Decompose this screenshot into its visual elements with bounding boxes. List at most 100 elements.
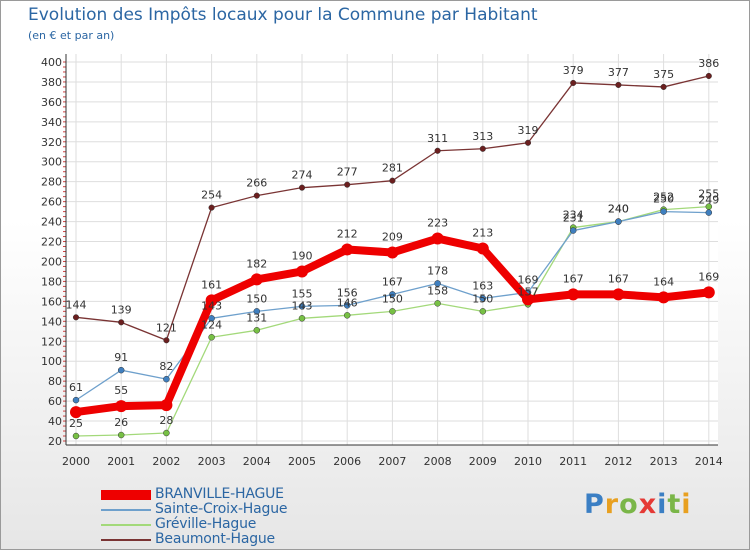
y-tick-label-400: 400 [41,56,62,69]
data-label-2-7: 150 [382,292,403,305]
data-label-1-1: 91 [114,351,128,364]
data-label-2-11: 234 [563,209,584,222]
data-point-3-13 [660,83,667,90]
data-point-3-6 [344,181,351,188]
data-label-1-9: 163 [472,279,493,292]
legend-swatch-branville [101,490,151,500]
data-point-1-1 [117,366,125,374]
data-label-3-12: 377 [608,66,629,79]
y-tick-label-180: 180 [41,275,62,288]
data-label-1-6: 156 [337,286,358,299]
y-tick-label-20: 20 [48,435,62,448]
data-label-0-14: 169 [698,270,719,283]
data-point-1-11 [569,227,577,234]
data-point-1-13 [660,208,667,215]
legend-swatch-sainte-croix [101,509,151,511]
data-point-3-5 [298,184,306,191]
data-label-1-7: 167 [382,275,403,288]
x-tick-label-2002: 2002 [152,455,180,468]
data-label-0-6: 212 [337,228,358,241]
x-tick-label-2011: 2011 [559,455,587,468]
data-label-2-2: 28 [159,414,173,427]
data-label-2-1: 26 [114,416,128,429]
data-label-3-8: 311 [427,132,448,145]
data-point-1-0 [72,396,80,404]
data-label-1-5: 155 [292,287,313,300]
data-point-0-13 [657,291,670,304]
data-point-0-10 [522,293,534,306]
y-tick-label-100: 100 [41,355,62,368]
data-label-1-10: 169 [518,273,539,286]
data-label-2-4: 131 [246,311,267,324]
data-point-3-1 [118,319,125,326]
data-point-2-2 [163,429,170,437]
data-point-1-12 [615,218,622,225]
data-point-2-6 [343,312,351,319]
data-point-0-4 [250,273,263,286]
legend-swatch-beaumont [101,539,151,541]
x-tick-label-2005: 2005 [288,455,316,468]
legend-label-branville: BRANVILLE-HAGUE [155,486,284,502]
data-point-1-4 [253,308,261,315]
data-point-0-5 [296,265,308,278]
data-label-0-13: 164 [653,275,674,288]
data-point-2-9 [479,308,487,315]
legend: BRANVILLE-HAGUE Sainte-Croix-Hague Grévi… [101,486,341,547]
data-point-1-3 [208,315,215,322]
data-label-2-14: 255 [698,188,719,201]
data-point-3-4 [253,192,260,199]
data-label-1-8: 178 [427,264,448,277]
data-point-2-8 [434,300,441,307]
data-point-0-12 [612,288,625,301]
legend-item-branville: BRANVILLE-HAGUE [101,486,341,502]
data-label-2-3: 124 [201,318,222,331]
data-point-3-10 [524,139,532,146]
data-label-3-4: 266 [246,177,267,190]
data-point-0-7 [386,246,399,259]
y-tick-label-240: 240 [41,216,62,229]
data-point-2-7 [389,308,396,315]
x-tick-label-2004: 2004 [243,455,271,468]
x-tick-label-2012: 2012 [604,455,632,468]
y-tick-label-380: 380 [41,76,62,89]
data-label-1-2: 82 [159,360,173,373]
data-label-2-5: 143 [292,299,313,312]
data-point-3-3 [208,204,215,211]
data-label-1-4: 150 [246,292,267,305]
data-point-0-3 [205,294,218,307]
legend-label-sainte-croix: Sainte-Croix-Hague [155,501,288,517]
x-tick-label-2007: 2007 [378,455,406,468]
data-point-3-12 [615,81,622,88]
data-point-3-14 [705,72,712,80]
data-point-1-7 [389,291,396,298]
data-label-0-4: 182 [246,257,267,270]
data-point-1-5 [298,303,306,310]
y-tick-label-140: 140 [41,315,62,328]
y-tick-label-40: 40 [48,415,62,428]
y-tick-label-80: 80 [48,375,62,388]
data-label-0-8: 223 [427,217,448,230]
data-point-2-5 [298,315,306,322]
data-label-3-2: 121 [156,321,177,334]
data-point-1-6 [343,302,351,309]
data-label-0-11: 167 [563,272,584,285]
data-label-3-1: 139 [111,303,132,316]
data-label-2-0: 25 [69,417,83,430]
data-point-0-0 [70,406,82,419]
data-point-1-14 [705,209,713,216]
data-label-2-9: 150 [472,292,493,305]
x-tick-label-2006: 2006 [333,455,361,468]
x-tick-label-2013: 2013 [650,455,678,468]
data-point-3-2 [163,337,170,344]
data-label-2-8: 158 [427,284,448,297]
x-tick-label-2001: 2001 [107,455,135,468]
data-point-0-8 [431,232,444,245]
data-point-0-6 [341,243,354,256]
y-tick-label-220: 220 [41,236,62,249]
y-tick-label-120: 120 [41,335,62,348]
data-point-0-1 [115,400,128,413]
data-point-3-7 [389,177,396,184]
legend-swatch-greville [101,524,151,526]
